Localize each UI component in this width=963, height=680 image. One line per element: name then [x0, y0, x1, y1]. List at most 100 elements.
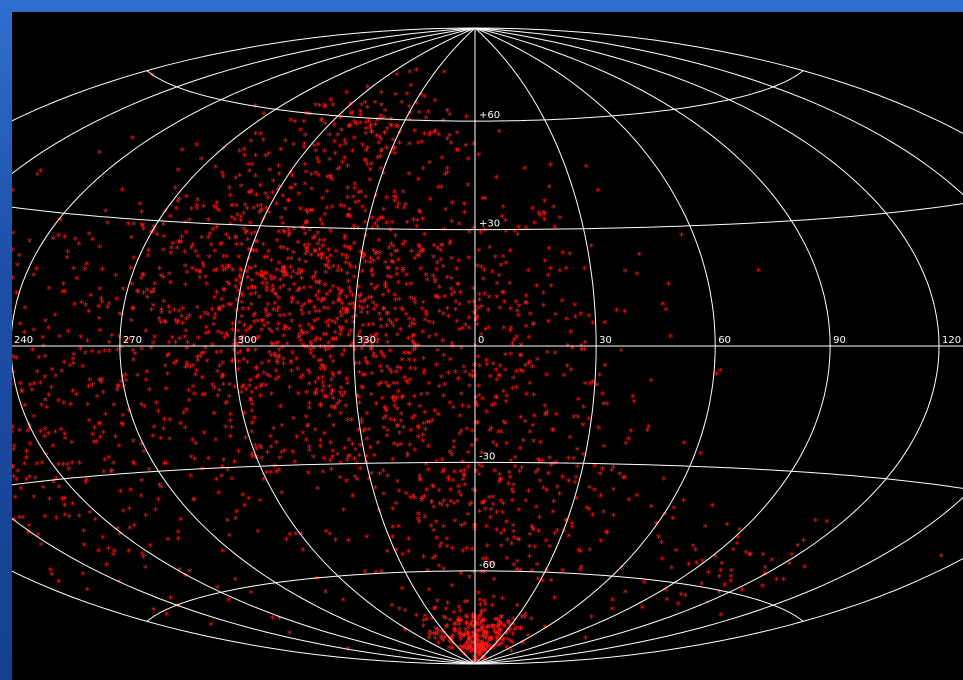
data-point: * — [312, 425, 318, 438]
data-point: * — [329, 175, 335, 188]
data-point: * — [403, 310, 409, 323]
data-point: * — [327, 130, 333, 143]
data-point: * — [497, 618, 503, 631]
data-point: * — [476, 381, 482, 394]
data-point: * — [85, 400, 91, 413]
data-point: * — [330, 357, 336, 370]
data-point: * — [244, 204, 250, 217]
data-point: * — [425, 107, 431, 120]
data-point: * — [251, 311, 257, 324]
data-point: * — [466, 643, 472, 656]
data-point: * — [324, 392, 330, 405]
data-point: * — [236, 286, 242, 299]
data-point: * — [191, 389, 197, 402]
data-point: * — [214, 288, 220, 301]
data-point: * — [325, 303, 331, 316]
data-point: * — [598, 536, 604, 549]
data-point: * — [514, 332, 520, 345]
data-point: * — [289, 184, 295, 197]
data-point: * — [475, 352, 481, 365]
data-point: * — [463, 367, 469, 380]
data-point: * — [524, 298, 530, 311]
data-point: * — [163, 206, 169, 219]
data-point: * — [179, 232, 185, 245]
data-point: * — [259, 443, 265, 456]
data-point: * — [240, 304, 246, 317]
data-point: * — [571, 454, 577, 467]
data-point: * — [531, 319, 537, 332]
data-point: * — [239, 298, 245, 311]
data-point: * — [436, 486, 442, 499]
data-point: * — [60, 459, 66, 472]
data-point: * — [363, 357, 369, 370]
data-point: * — [448, 236, 454, 249]
data-point: * — [486, 292, 492, 305]
data-point: * — [438, 255, 444, 268]
data-point: * — [663, 305, 669, 318]
data-point: * — [530, 524, 536, 537]
data-point: * — [338, 383, 344, 396]
data-point: * — [211, 383, 217, 396]
data-point: * — [249, 388, 255, 401]
data-point: * — [58, 425, 64, 438]
data-point: * — [338, 141, 344, 154]
data-point: * — [346, 121, 352, 134]
data-point: * — [551, 202, 557, 215]
data-point: * — [236, 447, 242, 460]
data-point: * — [271, 423, 277, 436]
data-point: * — [97, 326, 103, 339]
data-point: * — [305, 366, 311, 379]
data-point: * — [319, 297, 325, 310]
data-point: * — [331, 119, 337, 132]
data-point: * — [308, 250, 314, 263]
data-point: * — [211, 409, 217, 422]
data-point: * — [150, 338, 156, 351]
data-point: * — [486, 305, 492, 318]
data-point: * — [476, 150, 482, 163]
data-point: * — [176, 316, 182, 329]
data-point: * — [480, 554, 486, 567]
data-point: * — [336, 294, 342, 307]
data-point: * — [435, 629, 441, 642]
data-point: * — [281, 325, 287, 338]
data-point: * — [248, 587, 254, 600]
data-point: * — [238, 212, 244, 225]
data-point: * — [444, 534, 450, 547]
data-point: * — [386, 263, 392, 276]
data-point: * — [151, 284, 157, 297]
data-point: * — [254, 444, 260, 457]
data-point: * — [348, 121, 354, 134]
data-point: * — [249, 229, 255, 242]
data-point: * — [191, 495, 197, 508]
data-point: * — [268, 467, 274, 480]
data-point: * — [461, 470, 467, 483]
data-point: * — [595, 185, 601, 198]
data-point: * — [36, 353, 42, 366]
data-point: * — [548, 281, 554, 294]
data-point: * — [268, 271, 274, 284]
data-point: * — [491, 574, 497, 587]
data-point: * — [471, 284, 477, 297]
data-point: * — [356, 392, 362, 405]
data-point: * — [261, 368, 267, 381]
data-point: * — [200, 390, 206, 403]
data-point: * — [348, 245, 354, 258]
data-point: * — [508, 326, 514, 339]
data-point: * — [345, 211, 351, 224]
data-point: * — [246, 494, 252, 507]
data-point: * — [451, 608, 457, 621]
data-point: * — [276, 373, 282, 386]
data-point: * — [546, 271, 552, 284]
data-point: * — [445, 105, 451, 118]
data-point: * — [467, 370, 473, 383]
data-point: * — [345, 268, 351, 281]
data-point: * — [510, 339, 516, 352]
data-point: * — [139, 399, 145, 412]
data-point: * — [22, 401, 28, 414]
data-point: * — [318, 400, 324, 413]
data-point: * — [448, 138, 454, 151]
data-point: * — [264, 370, 270, 383]
longitude-tick-label: 240 — [14, 335, 33, 346]
data-point: * — [343, 258, 349, 271]
data-point: * — [483, 639, 489, 652]
